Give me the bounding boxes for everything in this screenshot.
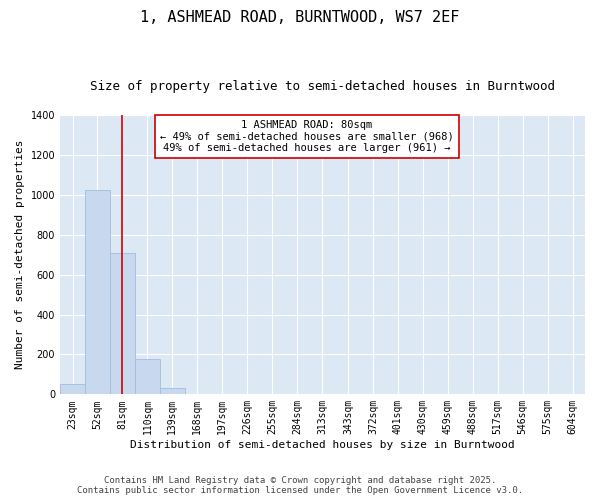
Bar: [160, 388, 185, 394]
X-axis label: Distribution of semi-detached houses by size in Burntwood: Distribution of semi-detached houses by …: [130, 440, 515, 450]
Title: Size of property relative to semi-detached houses in Burntwood: Size of property relative to semi-detach…: [90, 80, 555, 93]
Text: 1, ASHMEAD ROAD, BURNTWOOD, WS7 2EF: 1, ASHMEAD ROAD, BURNTWOOD, WS7 2EF: [140, 10, 460, 25]
Bar: [60, 384, 85, 394]
Text: 1 ASHMEAD ROAD: 80sqm
← 49% of semi-detached houses are smaller (968)
49% of sem: 1 ASHMEAD ROAD: 80sqm ← 49% of semi-deta…: [160, 120, 454, 153]
Y-axis label: Number of semi-detached properties: Number of semi-detached properties: [15, 140, 25, 370]
Bar: [135, 360, 160, 394]
Text: Contains HM Land Registry data © Crown copyright and database right 2025.
Contai: Contains HM Land Registry data © Crown c…: [77, 476, 523, 495]
Bar: [85, 190, 110, 394]
Bar: [110, 252, 134, 394]
